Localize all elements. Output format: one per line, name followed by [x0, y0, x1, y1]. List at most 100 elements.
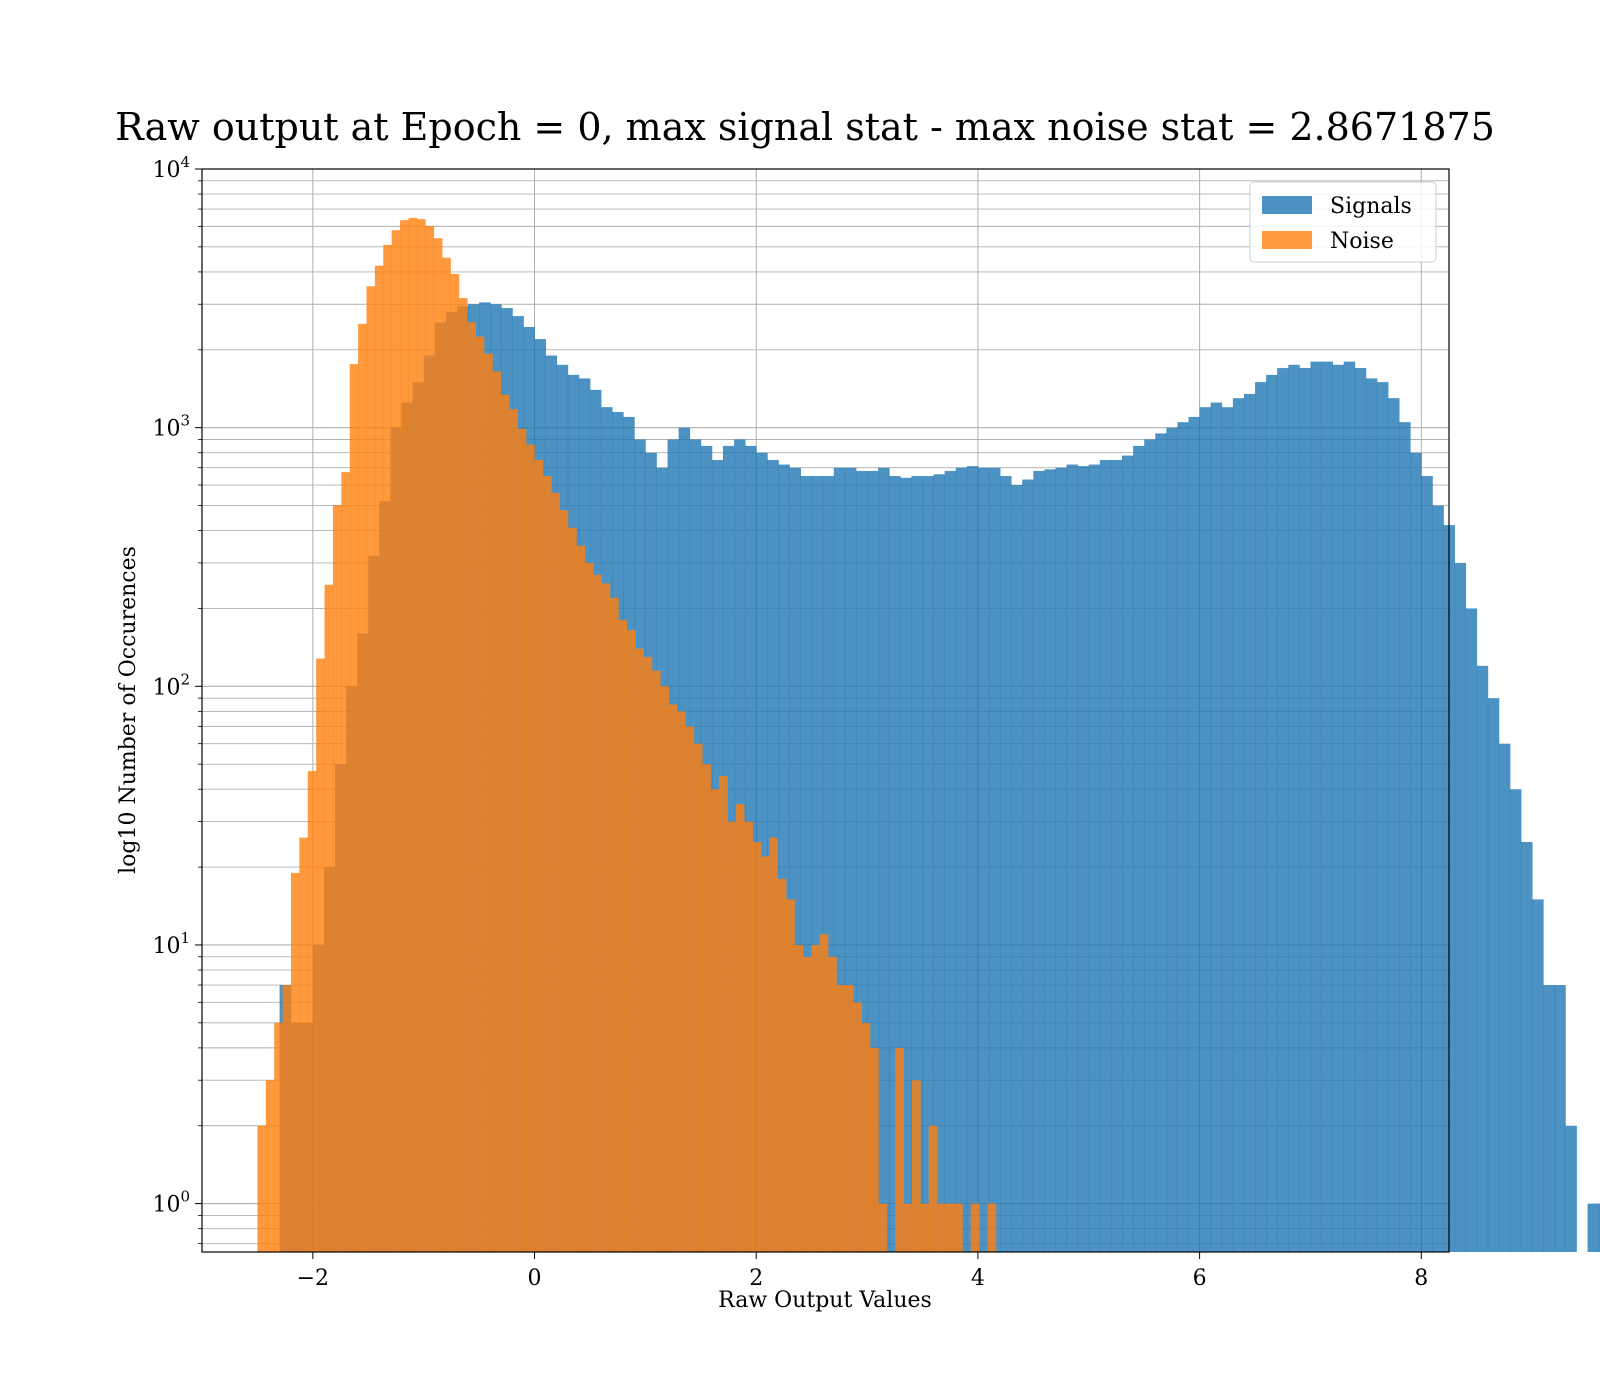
x-tick-label: −2	[297, 1266, 329, 1291]
histogram-bar	[828, 956, 837, 1252]
histogram-bar	[867, 470, 879, 1252]
histogram-bar	[274, 1022, 283, 1252]
histogram-bar	[1410, 452, 1422, 1253]
histogram-bar	[718, 776, 728, 1252]
histogram-bar	[1521, 842, 1533, 1252]
histogram-bar	[1188, 416, 1200, 1253]
histogram-bar	[567, 527, 577, 1252]
histogram-bar	[900, 477, 912, 1252]
histogram-bar	[844, 467, 857, 1253]
histogram-bar	[1066, 464, 1079, 1252]
histogram-bar	[1166, 427, 1178, 1252]
histogram-bar	[800, 476, 813, 1252]
histogram-bar	[760, 856, 770, 1252]
histogram-bar	[1122, 455, 1134, 1252]
histogram-bar	[626, 630, 636, 1252]
histogram-bar	[756, 452, 768, 1253]
histogram-bar	[601, 583, 611, 1252]
histogram-bar	[1255, 382, 1267, 1252]
y-tick-label: 103	[152, 412, 190, 442]
histogram-bar	[911, 476, 923, 1252]
histogram-bar	[391, 230, 401, 1252]
histogram-bar	[903, 1203, 913, 1252]
series-noise	[257, 217, 997, 1253]
histogram-bar	[374, 265, 384, 1252]
histogram-bar	[811, 944, 821, 1252]
histogram-bar	[869, 1047, 879, 1252]
histogram-bar	[933, 474, 946, 1253]
histogram-bar	[1299, 368, 1311, 1252]
histogram-bar	[702, 764, 711, 1252]
histogram-bar	[383, 244, 393, 1252]
histogram-bar	[1332, 364, 1345, 1252]
histogram-bar	[1221, 407, 1234, 1252]
histogram-bar	[1243, 393, 1256, 1252]
histogram-bar	[290, 872, 300, 1252]
histogram-bar	[341, 472, 351, 1252]
y-axis-label: log10 Number of Occurences	[116, 546, 141, 874]
histogram-bar	[789, 467, 801, 1253]
histogram-bar	[833, 467, 846, 1253]
histogram-bar	[1587, 1203, 1600, 1252]
x-tick-label: 8	[1414, 1266, 1428, 1291]
histogram-bar	[618, 620, 628, 1252]
histogram-bar	[492, 371, 502, 1252]
histogram-bar	[895, 1047, 904, 1252]
histogram-bar	[937, 1203, 946, 1252]
histogram-bar	[955, 467, 968, 1253]
histogram-bar	[878, 467, 890, 1253]
histogram-bar	[509, 409, 518, 1252]
histogram-bar	[1277, 368, 1289, 1252]
histogram-bar	[1487, 698, 1500, 1252]
histogram-bar	[458, 298, 468, 1252]
histogram-bar	[282, 985, 292, 1252]
histogram-bar	[778, 464, 790, 1252]
histogram-bar	[299, 837, 309, 1252]
histogram-bar	[878, 1203, 888, 1252]
histogram-bar	[534, 459, 544, 1252]
histogram-bar	[920, 1203, 930, 1252]
histogram-bar	[794, 944, 804, 1252]
histogram-bar	[668, 704, 678, 1252]
legend-swatch-noise	[1262, 231, 1312, 249]
histogram-bar	[559, 510, 569, 1253]
histogram-bar	[433, 238, 443, 1253]
histogram-bar	[1476, 665, 1489, 1252]
x-axis-label: Raw Output Values	[718, 1288, 932, 1313]
histogram-bar	[584, 562, 594, 1252]
histogram-bar	[467, 322, 476, 1252]
histogram-bar	[1465, 608, 1478, 1252]
histogram-bar	[1022, 479, 1034, 1252]
histogram-bar	[1421, 476, 1433, 1252]
histogram-bar	[953, 1203, 963, 1252]
x-tick-label: 2	[749, 1266, 763, 1291]
x-tick-label: 4	[971, 1266, 985, 1291]
histogram-bar	[752, 842, 762, 1252]
histogram-bar	[1210, 402, 1223, 1252]
histogram-bar	[889, 476, 901, 1252]
x-tick-label: 0	[528, 1266, 542, 1291]
histogram-bar	[593, 574, 602, 1252]
histogram-bar	[349, 364, 359, 1252]
histogram-bar	[635, 648, 644, 1252]
histogram-bar	[651, 670, 661, 1252]
histogram-bar	[1144, 439, 1156, 1252]
x-tick-label: 6	[1193, 1266, 1207, 1291]
histogram-bar	[928, 1125, 938, 1252]
histogram-bar	[1099, 459, 1112, 1252]
histogram-bar	[970, 1203, 980, 1252]
histogram-bar	[987, 1203, 997, 1252]
histogram-bar	[1088, 464, 1101, 1252]
histogram-bar	[1310, 361, 1322, 1252]
histogram-bar	[676, 711, 686, 1252]
chart-title: Raw output at Epoch = 0, max signal stat…	[115, 105, 1495, 149]
histogram-bar	[844, 985, 854, 1252]
histogram-bar	[1565, 1125, 1577, 1252]
histogram-bar	[1432, 505, 1444, 1252]
histogram-bar	[1365, 378, 1378, 1253]
legend: Signals Noise	[1249, 181, 1437, 263]
y-tick-label: 104	[152, 153, 190, 183]
histogram-bar	[1232, 398, 1245, 1252]
histogram-bar	[400, 220, 409, 1253]
histogram-bar	[735, 804, 745, 1252]
